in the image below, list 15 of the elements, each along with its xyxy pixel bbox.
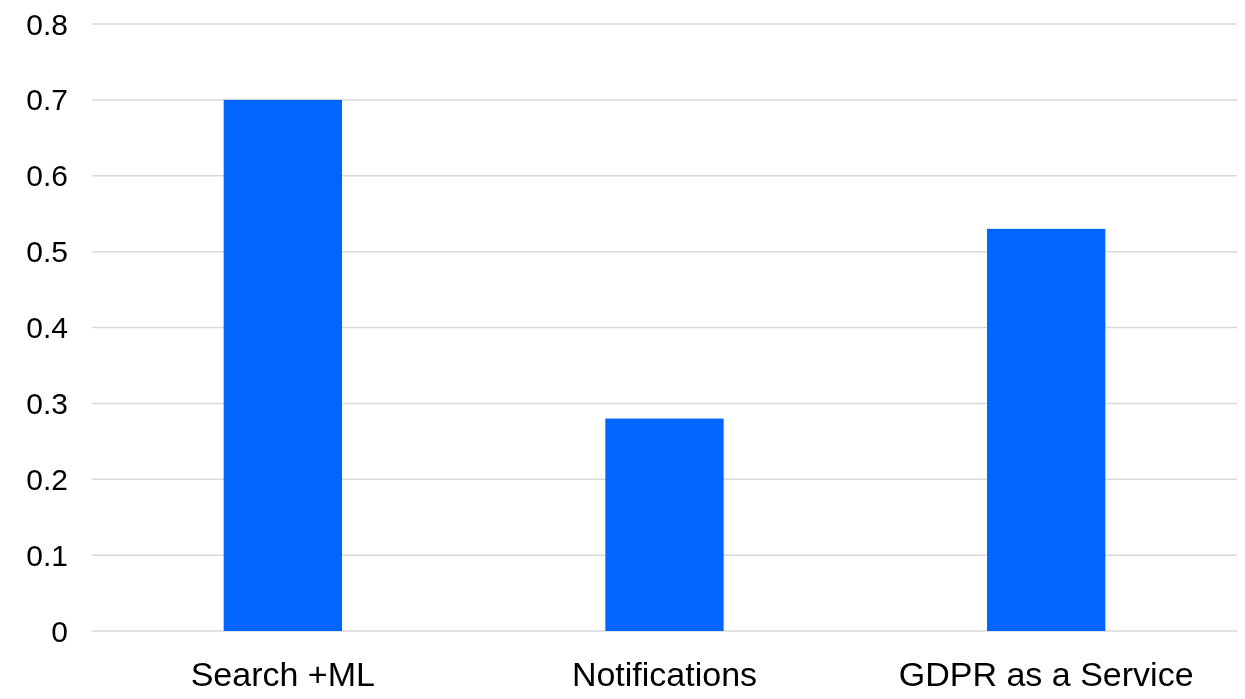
x-tick-label: GDPR as a Service <box>898 655 1194 693</box>
bar <box>223 99 342 631</box>
y-tick-label: 0.7 <box>26 83 68 117</box>
y-tick-label: 0.6 <box>26 159 68 193</box>
x-tick-label: Notifications <box>571 655 758 693</box>
y-tick-label: 0.1 <box>26 538 68 572</box>
y-tick-label: 0.3 <box>26 386 68 420</box>
x-tick-label: Search +ML <box>190 655 375 693</box>
y-tick-label: 0 <box>51 614 68 648</box>
y-tick-label: 0.2 <box>26 462 68 496</box>
y-tick-label: 0.4 <box>26 311 68 344</box>
bar <box>987 228 1106 631</box>
y-tick-label: 0.8 <box>26 7 68 41</box>
y-tick-label: 0.5 <box>26 235 68 269</box>
bar <box>605 418 724 631</box>
